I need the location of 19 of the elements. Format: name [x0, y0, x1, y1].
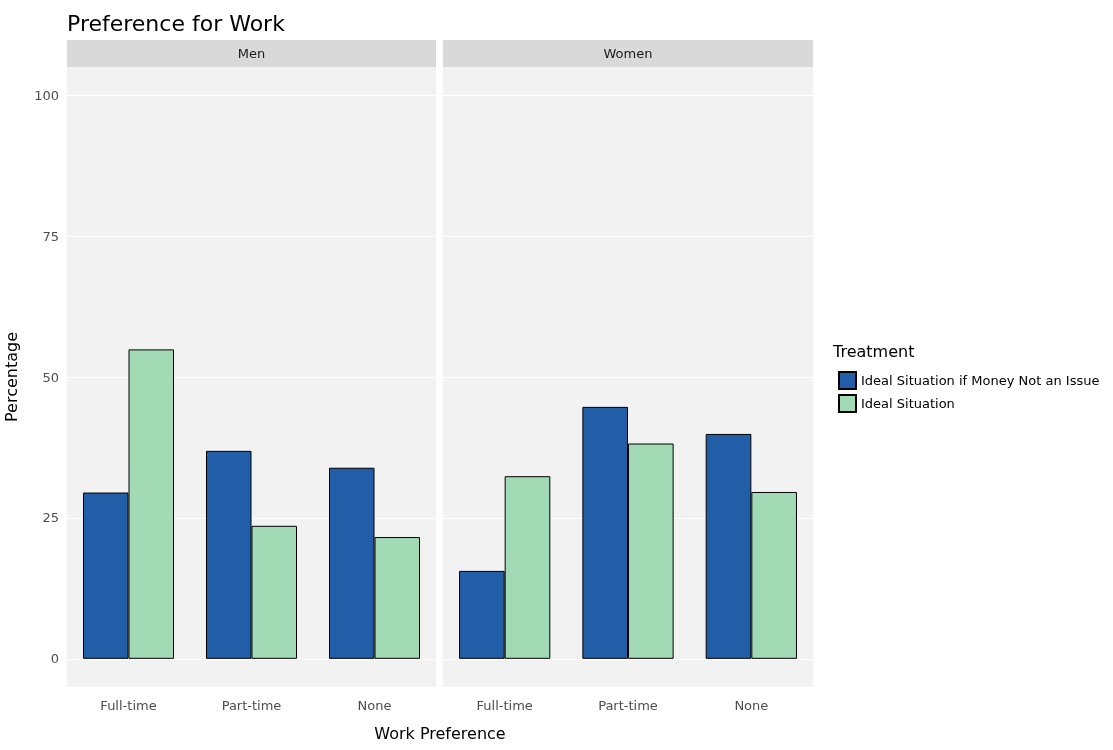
y-tick-label: 0: [50, 651, 59, 667]
chart-subtitle: Women: [603, 46, 653, 61]
y-tick-label: 50: [42, 369, 59, 385]
chart-subtitle: Men: [237, 46, 266, 61]
legend-label: Ideal Situation: [861, 396, 955, 411]
y-tick-label: 100: [34, 87, 59, 103]
x-tick-label: Full-time: [476, 698, 533, 713]
x-tick-label: Part-time: [598, 698, 658, 713]
y-axis-title: Percentage: [1, 331, 21, 423]
legend-title: Treatment: [832, 341, 915, 361]
legend-label: Ideal Situation if Money Not an Issue: [861, 373, 1100, 388]
x-tick-label: None: [357, 698, 392, 713]
x-tick-label: Part-time: [221, 698, 282, 713]
x-tick-label: None: [734, 698, 769, 713]
chart-title: Preference for Work: [67, 10, 286, 36]
y-tick-label: 25: [42, 510, 59, 526]
y-tick-label: 75: [42, 228, 59, 244]
x-tick-label: Full-time: [100, 698, 157, 713]
x-axis-title: Work Preference: [374, 723, 506, 743]
